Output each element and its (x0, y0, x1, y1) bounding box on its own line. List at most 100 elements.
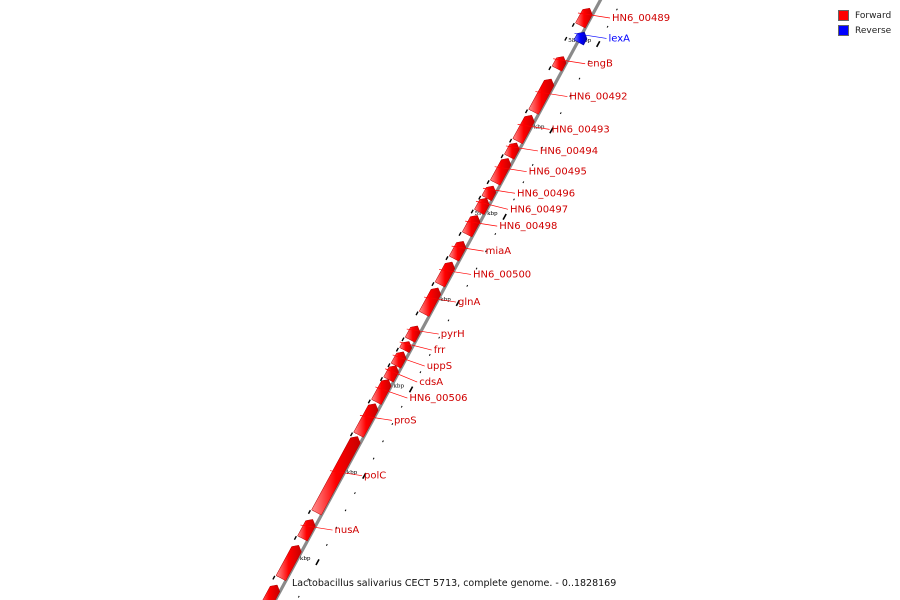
gene-leader-line (517, 124, 550, 130)
gene-label[interactable]: proS (394, 415, 417, 426)
legend-reverse: Reverse (838, 23, 891, 38)
gene-leader-line (406, 328, 439, 335)
gene-leader-line (392, 354, 425, 367)
tick-layer: 585 kbp590 kbp595 kbp600 kbp605 kbp610 k… (287, 8, 618, 598)
gene-arrow[interactable] (258, 584, 281, 600)
gene-label[interactable]: lexA (609, 33, 631, 44)
gene-leader-line (300, 524, 333, 531)
gene-label[interactable]: cdsA (419, 377, 443, 388)
gene-arrow[interactable] (448, 241, 467, 262)
gene-end-mark (349, 432, 354, 437)
gene-end-mark (486, 180, 490, 185)
minor-tick (569, 94, 572, 97)
gene-arrow[interactable] (573, 31, 588, 46)
gene-arrow[interactable] (418, 287, 442, 317)
gene-label[interactable]: glnA (458, 297, 480, 308)
gene-arrow[interactable] (311, 436, 361, 516)
gene-end-mark (387, 363, 391, 368)
gene-label[interactable]: pyrH (441, 329, 465, 340)
label-layer: HN6_00489 lexA engB HN6_00492 HN6_00493 HN6_0… (300, 12, 670, 536)
minor-tick (522, 181, 525, 184)
gene-arrow[interactable] (528, 78, 555, 115)
gene-label[interactable]: polC (364, 471, 386, 482)
gene-leader-line (465, 220, 498, 227)
gene-label[interactable]: HN6_00492 (569, 92, 627, 103)
gene-leader-line (359, 415, 392, 421)
gene-label[interactable]: HN6_00500 (473, 269, 531, 280)
gene-end-mark (524, 109, 529, 114)
minor-tick (513, 198, 515, 201)
gene-arrow[interactable] (434, 261, 456, 288)
gene-label[interactable]: engB (587, 59, 613, 70)
gene-arrow[interactable] (371, 379, 392, 405)
gene-label[interactable]: HN6_00506 (409, 393, 467, 404)
gene-end-mark (401, 337, 405, 342)
gene-label[interactable]: HN6_00494 (540, 146, 598, 157)
minor-tick (531, 163, 534, 166)
minor-tick (606, 25, 609, 28)
minor-tick (307, 578, 310, 581)
gene-leader-line (375, 386, 408, 399)
gene-leader-line (482, 187, 516, 194)
gene-label[interactable]: HN6_00489 (612, 13, 670, 24)
gene-label[interactable]: HN6_00495 (529, 167, 587, 178)
gene-leader-line (423, 296, 457, 303)
gene-label[interactable]: HN6_00498 (499, 221, 557, 232)
gene-end-mark (307, 509, 311, 515)
major-tick (408, 386, 414, 393)
major-tick (315, 558, 320, 566)
major-tick (549, 127, 554, 134)
major-tick (502, 213, 507, 220)
gene-leader-line (494, 166, 527, 173)
gene-label[interactable]: miaA (486, 246, 512, 257)
gene-leader-line (438, 269, 472, 275)
minor-tick (325, 543, 328, 546)
minor-tick (475, 267, 478, 270)
gene-end-mark (379, 376, 384, 382)
gene-end-mark (564, 36, 568, 41)
minor-tick (578, 77, 581, 80)
gene-leader-line (329, 470, 363, 477)
gene-end-mark (509, 138, 513, 143)
major-tick (595, 40, 601, 48)
gene-leader-line (475, 200, 509, 210)
gene-end-mark (415, 311, 419, 316)
gene-end-mark (548, 66, 552, 71)
minor-tick (297, 595, 300, 598)
gene-arrow[interactable] (512, 114, 535, 145)
minor-tick (344, 509, 347, 512)
gene-arrow[interactable] (353, 403, 379, 438)
gene-arrow[interactable] (297, 519, 316, 542)
legend-forward-label: Forward (855, 10, 892, 21)
gene-leader-line (577, 12, 611, 19)
gene-arrow[interactable] (275, 545, 302, 582)
minor-tick (616, 8, 618, 11)
gene-arrow[interactable] (461, 215, 481, 238)
minor-tick (354, 492, 356, 495)
gene-arrow[interactable] (474, 197, 490, 215)
gene-label[interactable]: frr (434, 345, 446, 356)
gene-label[interactable]: HN6_00493 (552, 124, 610, 135)
gene-leader-line (505, 145, 538, 152)
gene-arrow[interactable] (489, 158, 512, 186)
gene-label[interactable]: uppS (427, 361, 452, 372)
gene-label[interactable]: nusA (335, 525, 360, 536)
gene-arrow[interactable] (575, 7, 593, 29)
gene-label[interactable]: HN6_00497 (510, 204, 568, 215)
minor-tick (382, 440, 384, 443)
gene-end-mark (571, 22, 575, 28)
gene-end-mark (458, 231, 462, 237)
gene-leader-line (399, 341, 432, 351)
minor-tick (447, 319, 450, 322)
gene-end-mark (367, 399, 371, 404)
gene-end-mark (431, 281, 435, 287)
minor-tick (428, 353, 431, 356)
gene-leader-line (574, 33, 607, 39)
minor-tick (559, 112, 562, 115)
minor-tick (335, 526, 338, 529)
gene-leader-line (553, 58, 586, 65)
legend-forward: Forward (838, 8, 891, 23)
gene-leader-line (451, 245, 484, 252)
gene-label[interactable]: HN6_00496 (517, 188, 575, 199)
minor-tick (541, 146, 543, 149)
